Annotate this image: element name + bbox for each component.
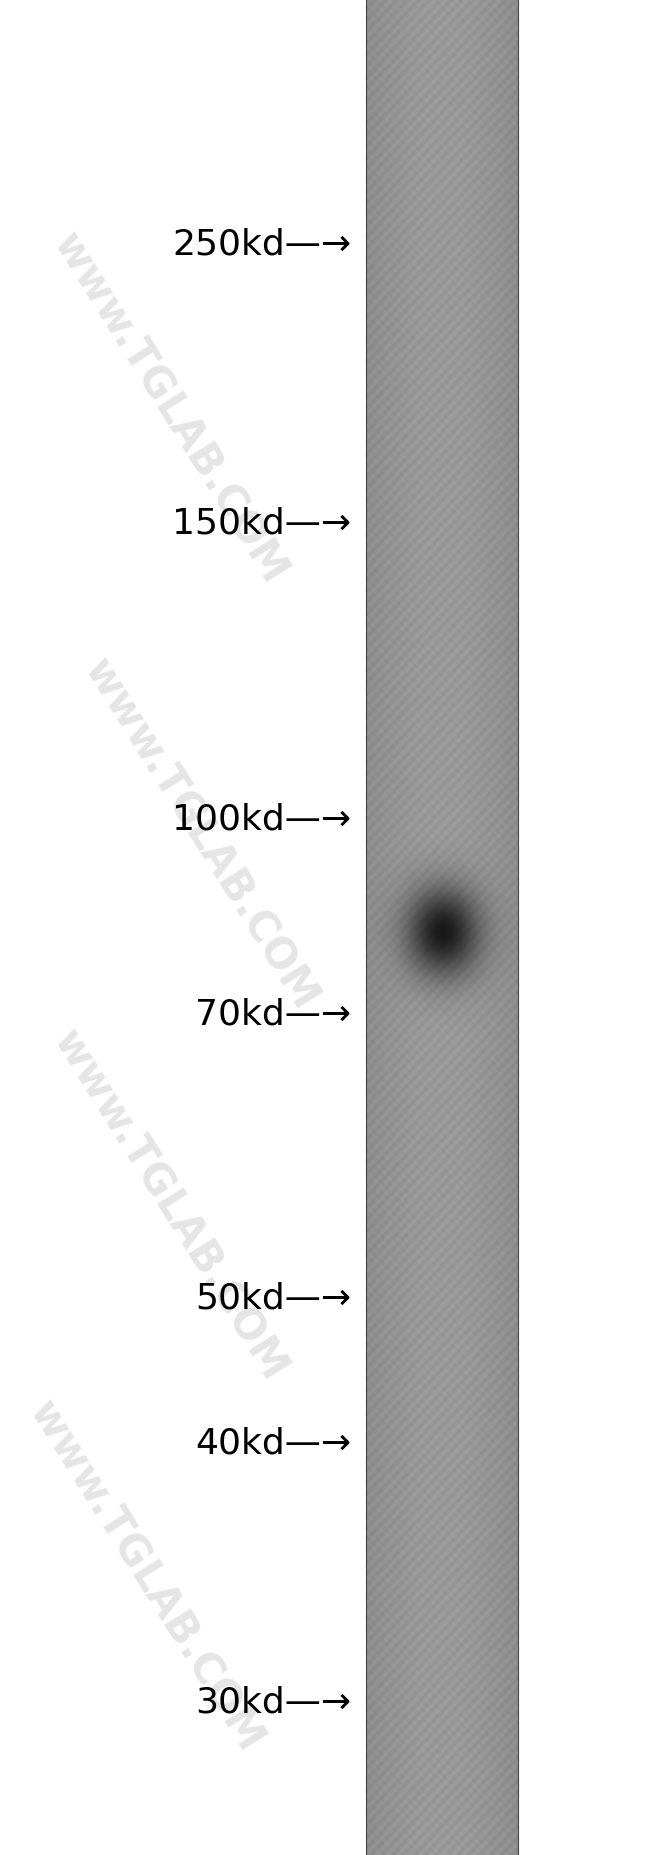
- Text: www.TGLAB.COM: www.TGLAB.COM: [45, 224, 295, 592]
- Text: 250kd—→: 250kd—→: [172, 228, 352, 262]
- Text: www.TGLAB.COM: www.TGLAB.COM: [75, 651, 326, 1018]
- Text: 50kd—→: 50kd—→: [196, 1282, 352, 1315]
- Text: www.TGLAB.COM: www.TGLAB.COM: [45, 1022, 295, 1389]
- Text: 150kd—→: 150kd—→: [172, 506, 352, 540]
- Text: 30kd—→: 30kd—→: [196, 1686, 352, 1720]
- Text: 100kd—→: 100kd—→: [172, 803, 352, 837]
- Text: 70kd—→: 70kd—→: [196, 998, 352, 1031]
- Text: www.TGLAB.COM: www.TGLAB.COM: [20, 1393, 270, 1760]
- Text: 40kd—→: 40kd—→: [196, 1426, 352, 1460]
